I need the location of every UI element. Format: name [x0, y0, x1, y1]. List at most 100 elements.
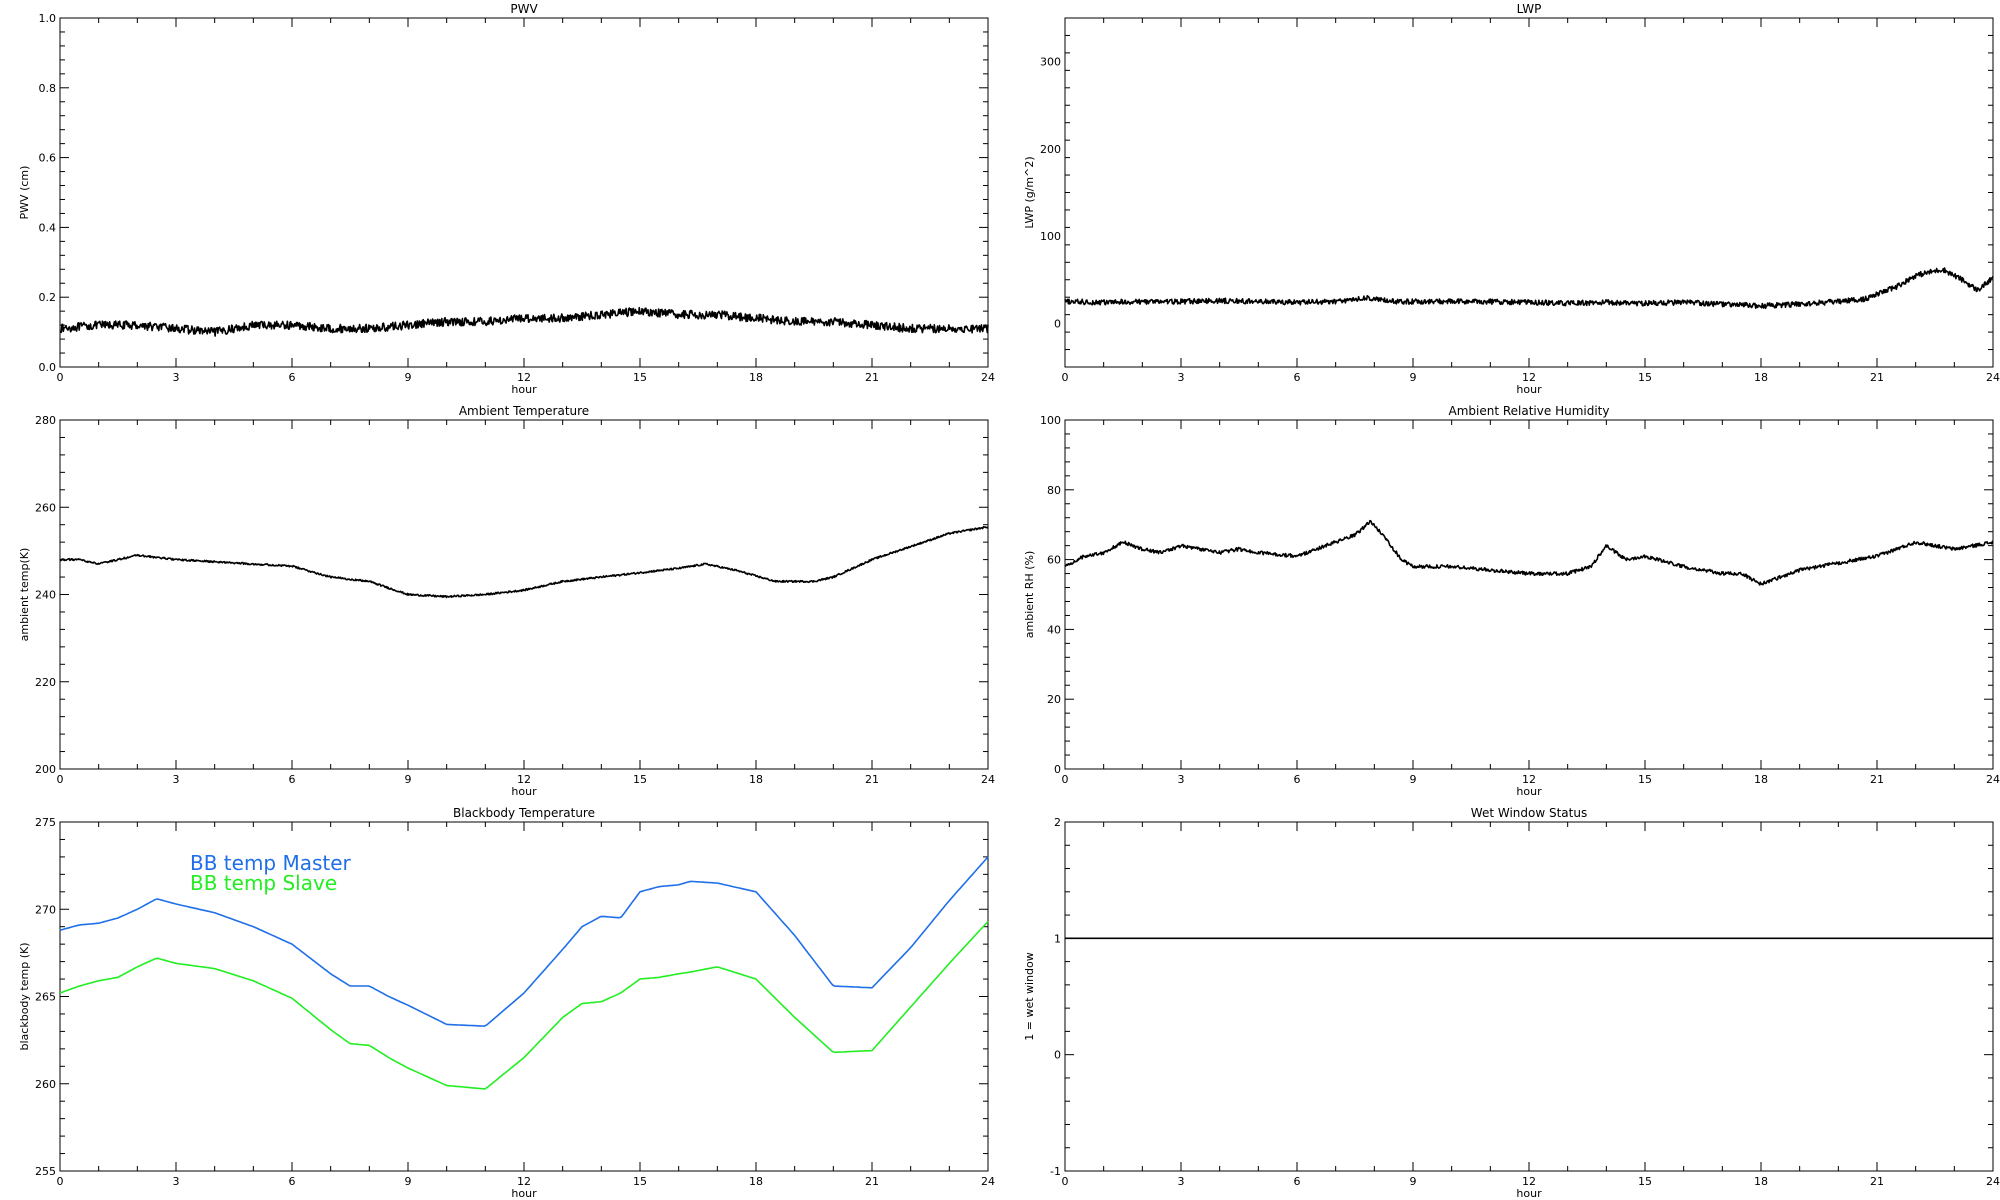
ambient_rh-title: Ambient Relative Humidity: [1449, 404, 1610, 418]
ambient_rh-xtick-label: 9: [1410, 773, 1417, 786]
ambient_temp-ytick-label: 200: [35, 763, 56, 776]
bb_temp-ytick-label: 260: [35, 1078, 56, 1091]
bb_temp-xtick-label: 3: [173, 1175, 180, 1188]
pwv-ytick-label: 0.6: [39, 152, 57, 165]
pwv-xtick-label: 0: [57, 371, 64, 384]
bb_temp-legend-entry: BB temp Slave: [190, 871, 337, 895]
ambient_temp-series-0: [59, 525, 989, 599]
bb_temp-ytick-label: 270: [35, 903, 56, 916]
lwp-panel: LWP 0 3 6 9 12 15 18 21 24 hour 0 100 200 300 LWP (g/m^…: [1023, 2, 2000, 396]
lwp-xtick-label: 24: [1986, 371, 2000, 384]
wet_window-ytick-label: 0: [1054, 1049, 1061, 1062]
pwv-xtick-label: 12: [517, 371, 531, 384]
ambient_rh-panel: Ambient Relative Humidity 0 3 6 9 12 15 18 21 24 h…: [1023, 404, 2000, 798]
bb_temp-ytick-label: 275: [35, 816, 56, 829]
ambient_rh-xtick-label: 6: [1294, 773, 1301, 786]
lwp-ytick-label: 200: [1040, 143, 1061, 156]
bb_temp-xtick-label: 15: [633, 1175, 647, 1188]
ambient_temp-xtick-label: 21: [865, 773, 879, 786]
pwv-xtick-label: 15: [633, 371, 647, 384]
bb_temp-ylabel: blackbody temp (K): [18, 943, 31, 1051]
lwp-xtick-label: 15: [1638, 371, 1652, 384]
bb_temp-legend-entry: BB temp Master: [190, 851, 352, 875]
ambient_rh-xtick-label: 15: [1638, 773, 1652, 786]
ambient_rh-ytick-label: 0: [1054, 763, 1061, 776]
ambient_rh-ytick-label: 100: [1040, 414, 1061, 427]
lwp-xtick-label: 6: [1294, 371, 1301, 384]
ambient_temp-ylabel: ambient temp(K): [18, 548, 31, 642]
ambient_temp-xtick-label: 12: [517, 773, 531, 786]
bb_temp-panel: Blackbody Temperature 0 3 6 9 12 15 18 21 24 hour 2…: [18, 806, 995, 1200]
wet_window-frame: [1064, 821, 1994, 1172]
wet_window-xtick-label: 12: [1522, 1175, 1536, 1188]
bb_temp-xlabel: hour: [511, 1187, 537, 1200]
bb_temp-title: Blackbody Temperature: [453, 806, 595, 820]
bb_temp-xtick-label: 21: [865, 1175, 879, 1188]
pwv-xtick-label: 9: [405, 371, 412, 384]
wet_window-xtick-label: 6: [1294, 1175, 1301, 1188]
wet_window-ytick-label: 2: [1054, 816, 1061, 829]
lwp-ytick-label: 0: [1054, 317, 1061, 330]
ambient_rh-frame: [1064, 419, 1994, 770]
pwv-xtick-label: 3: [173, 371, 180, 384]
ambient_rh-ytick-label: 60: [1047, 554, 1061, 567]
bb_temp-xtick-label: 12: [517, 1175, 531, 1188]
ambient_rh-xtick-label: 24: [1986, 773, 2000, 786]
wet_window-ytick-label: -1: [1050, 1165, 1061, 1178]
pwv-xlabel: hour: [511, 383, 537, 396]
pwv-xtick-label: 24: [981, 371, 995, 384]
pwv-ytick-label: 0.2: [39, 291, 57, 304]
ambient_rh-xtick-label: 12: [1522, 773, 1536, 786]
wet_window-ylabel: 1 = wet window: [1023, 952, 1036, 1041]
lwp-ytick-label: 100: [1040, 230, 1061, 243]
wet_window-xtick-label: 24: [1986, 1175, 2000, 1188]
lwp-xtick-label: 0: [1062, 371, 1069, 384]
bb_temp-series-1: [59, 920, 989, 1090]
lwp-xtick-label: 9: [1410, 371, 1417, 384]
ambient_temp-ytick-label: 280: [35, 414, 56, 427]
wet_window-xtick-label: 9: [1410, 1175, 1417, 1188]
ambient_temp-ytick-label: 240: [35, 589, 56, 602]
wet_window-xtick-label: 18: [1754, 1175, 1768, 1188]
pwv-panel: PWV 0 3 6 9 12 15 18 21 24 hour 0.0 0.2 0.4 0.6 0.8 1.0 P…: [18, 2, 995, 396]
pwv-ytick-label: 0.4: [39, 221, 57, 234]
pwv-xtick-label: 21: [865, 371, 879, 384]
bb_temp-series-0: [59, 856, 989, 1027]
ambient_temp-xtick-label: 3: [173, 773, 180, 786]
ambient_rh-ytick-label: 20: [1047, 693, 1061, 706]
pwv-ytick-label: 0.8: [39, 82, 57, 95]
ambient_temp-xtick-label: 0: [57, 773, 64, 786]
pwv-ylabel: PWV (cm): [18, 166, 31, 220]
lwp-xtick-label: 3: [1178, 371, 1185, 384]
ambient_temp-frame: [59, 419, 989, 770]
ambient_temp-title: Ambient Temperature: [459, 404, 589, 418]
bb_temp-xtick-label: 18: [749, 1175, 763, 1188]
lwp-xlabel: hour: [1516, 383, 1542, 396]
ambient_rh-series-0: [1064, 519, 1994, 586]
lwp-xtick-label: 18: [1754, 371, 1768, 384]
wet_window-xtick-label: 0: [1062, 1175, 1069, 1188]
ambient_temp-xlabel: hour: [511, 785, 537, 798]
ambient_temp-ytick-label: 220: [35, 676, 56, 689]
wet_window-title: Wet Window Status: [1471, 806, 1587, 820]
ambient_rh-xtick-label: 0: [1062, 773, 1069, 786]
ambient_temp-xtick-label: 6: [289, 773, 296, 786]
pwv-title: PWV: [510, 2, 538, 16]
lwp-frame: [1064, 17, 1994, 368]
pwv-ytick-label: 1.0: [39, 12, 57, 25]
lwp-ylabel: LWP (g/m^2): [1023, 156, 1036, 228]
ambient_temp-panel: Ambient Temperature 0 3 6 9 12 15 18 21 24 hour 200…: [18, 404, 995, 798]
lwp-xtick-label: 12: [1522, 371, 1536, 384]
pwv-series-0: [59, 306, 989, 337]
ambient_temp-xtick-label: 15: [633, 773, 647, 786]
lwp-xtick-label: 21: [1870, 371, 1884, 384]
wet_window-xtick-label: 21: [1870, 1175, 1884, 1188]
wet_window-xtick-label: 15: [1638, 1175, 1652, 1188]
ambient_rh-ylabel: ambient RH (%): [1023, 551, 1036, 639]
bb_temp-xtick-label: 0: [57, 1175, 64, 1188]
ambient_rh-xtick-label: 21: [1870, 773, 1884, 786]
ambient_temp-ytick-label: 260: [35, 501, 56, 514]
wet_window-ytick-label: 1: [1054, 932, 1061, 945]
bb_temp-ytick-label: 265: [35, 991, 56, 1004]
ambient_temp-xtick-label: 24: [981, 773, 995, 786]
